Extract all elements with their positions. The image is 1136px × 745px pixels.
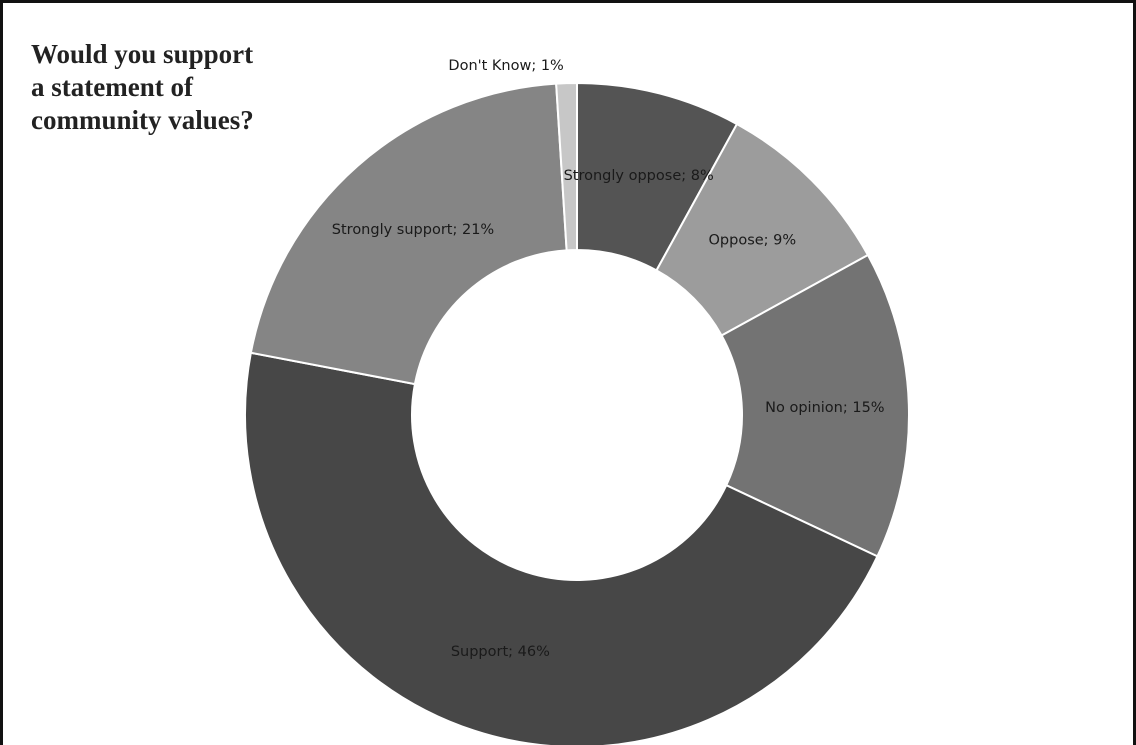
slice-don-t-know [555,81,578,252]
slice-support [244,351,879,745]
label-oppose: Oppose; 9% [709,233,797,249]
chart-title: Would you support a statement of communi… [31,38,331,137]
chart-title-line-3: community values? [31,104,254,135]
label-don-t-know: Don't Know; 1% [448,58,563,74]
label-no-opinion: No opinion; 15% [765,400,884,416]
label-strongly-oppose: Strongly oppose; 8% [564,168,714,184]
chart-title-line-2: a statement of [31,71,193,102]
slice-strongly-support [249,82,568,386]
label-strongly-support: Strongly support; 21% [332,222,494,238]
chart-title-line-1: Would you support [31,39,254,69]
label-support: Support; 46% [451,644,550,660]
slice-no-opinion [720,253,910,558]
